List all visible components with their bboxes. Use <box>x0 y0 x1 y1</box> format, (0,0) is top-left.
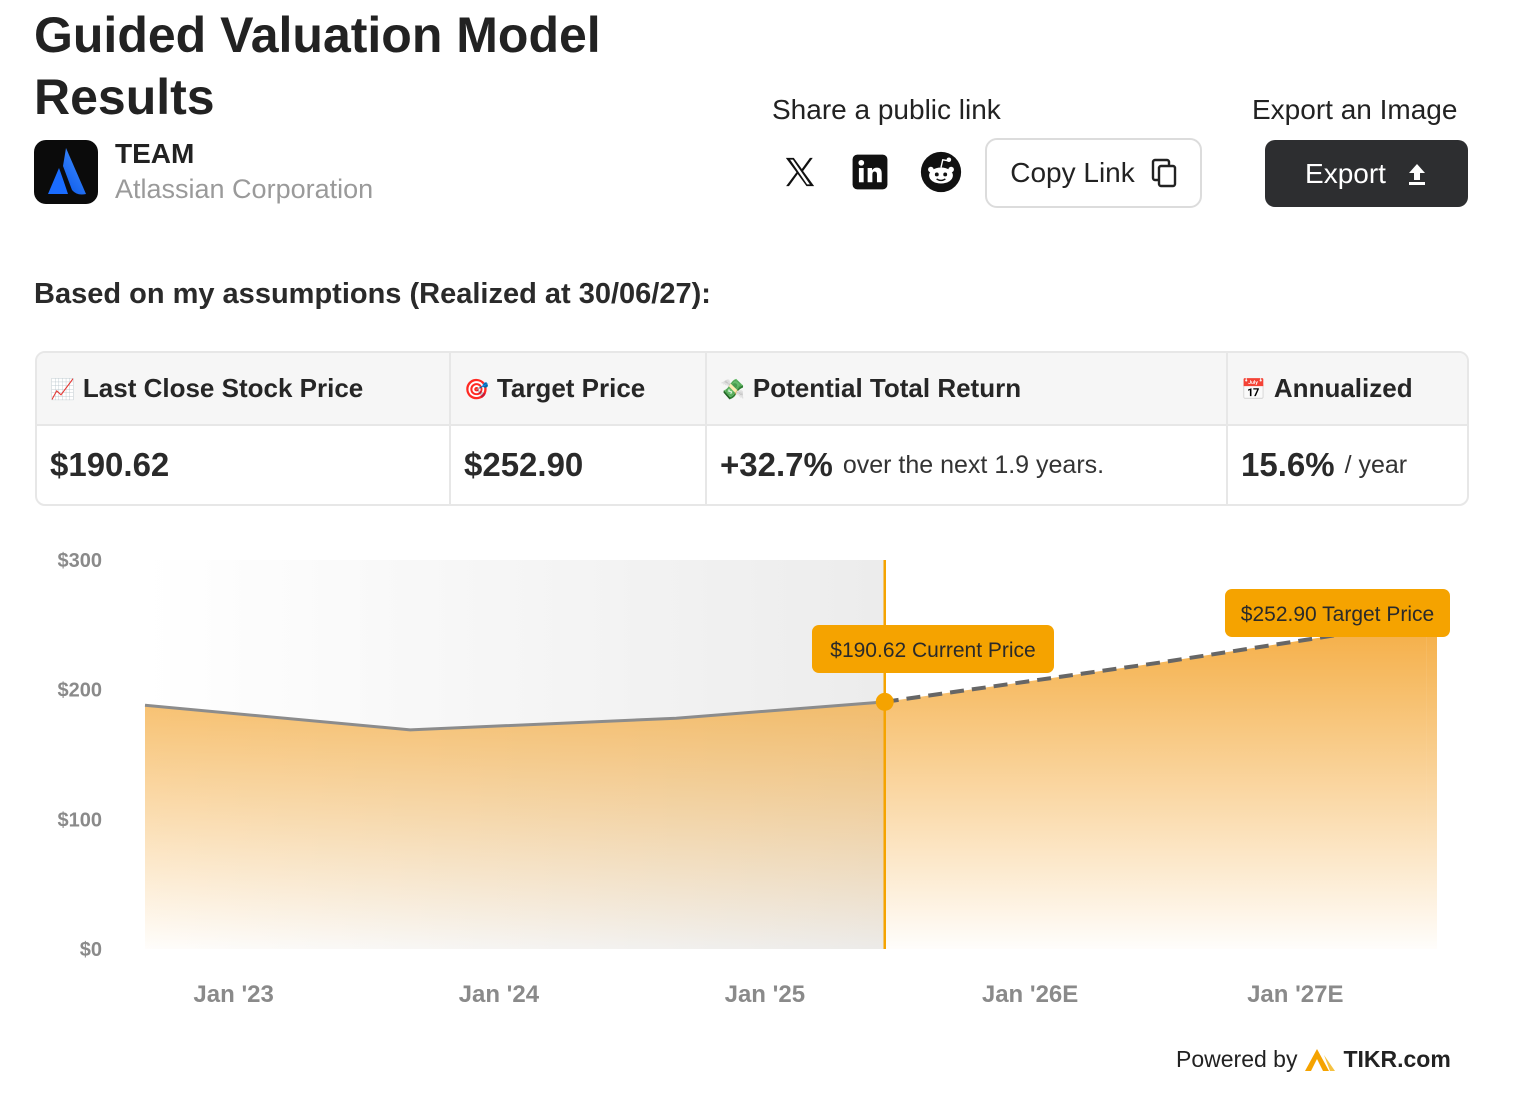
target-price-callout-label: $252.90 Target Price <box>1241 603 1434 626</box>
header-last-close: 📈 Last Close Stock Price <box>37 353 449 426</box>
cell-total-return: +32.7% over the next 1.9 years. <box>705 426 1226 504</box>
export-button[interactable]: Export <box>1265 140 1468 207</box>
x-icon[interactable] <box>778 150 822 194</box>
historical-price-line <box>144 700 885 732</box>
ticker-symbol: TEAM <box>115 138 195 169</box>
price-chart: $300 $200 $100 $0 Jan '23 Jan '24 Jan '25 Jan '… <box>58 550 1450 1008</box>
powered-by: Powered by TIKR.com <box>1176 1046 1451 1073</box>
copy-link-label: Copy Link <box>1010 157 1135 188</box>
header-label: Potential Total Return <box>752 373 1022 403</box>
cell-annualized: 15.6% / year <box>1226 426 1467 504</box>
annualized-value: 15.6% <box>1241 446 1335 483</box>
current-price-callout-box <box>812 625 1054 673</box>
projected-price-line <box>884 619 1427 704</box>
header-target-price: 🎯 Target Price <box>449 353 705 426</box>
target-price-callout-box <box>1225 589 1450 637</box>
export-button-label: Export <box>1305 157 1386 189</box>
price-area-fill-edge <box>1426 621 1437 949</box>
header-label: Last Close Stock Price <box>82 373 364 403</box>
return-suffix: over the next 1.9 years. <box>842 450 1105 479</box>
header-annualized: 📅 Annualized <box>1226 353 1467 426</box>
tikr-brand[interactable]: TIKR.com <box>1343 1046 1451 1072</box>
return-value: +32.7% <box>720 446 833 483</box>
y-tick-label: $0 <box>80 939 102 961</box>
header-label: Target Price <box>496 373 646 403</box>
chart-increasing-icon: 📈 <box>50 376 75 401</box>
share-label: Share a public link <box>772 94 1001 125</box>
atlassian-logo-icon <box>34 140 98 204</box>
calendar-icon: 📅 <box>1241 376 1266 401</box>
page-title: Guided Valuation Model Results <box>34 7 601 125</box>
copy-link-button[interactable]: Copy Link <box>985 138 1202 208</box>
x-tick-label: Jan '27E <box>1247 981 1343 1008</box>
last-close-value: $190.62 <box>50 446 170 483</box>
header-label: Annualized <box>1273 373 1413 403</box>
copy-icon <box>1151 158 1176 188</box>
powered-by-label: Powered by <box>1176 1046 1298 1072</box>
money-wings-icon: 💸 <box>720 376 745 401</box>
metrics-table: 📈 Last Close Stock Price 🎯 Target Price 💸 P… <box>35 351 1469 506</box>
current-price-callout-label: $190.62 Current Price <box>830 639 1035 662</box>
x-tick-label: Jan '24 <box>459 981 540 1008</box>
y-tick-label: $100 <box>58 809 103 831</box>
header-total-return: 💸 Potential Total Return <box>705 353 1226 426</box>
upload-icon <box>1408 163 1425 185</box>
target-price-value: $252.90 <box>464 446 584 483</box>
current-price-marker <box>875 692 894 711</box>
company-name: Atlassian Corporation <box>115 174 374 204</box>
assumptions-heading: Based on my assumptions (Realized at 30/… <box>34 278 711 310</box>
annualized-suffix: / year <box>1344 450 1408 479</box>
x-tick-label: Jan '25 <box>725 981 805 1008</box>
y-tick-label: $200 <box>58 680 103 702</box>
cell-last-close: $190.62 <box>37 426 449 504</box>
x-tick-label: Jan '26E <box>982 981 1078 1008</box>
price-area-fill <box>145 621 1427 949</box>
export-label: Export an Image <box>1252 94 1458 125</box>
target-icon: 🎯 <box>464 376 489 401</box>
reddit-icon[interactable] <box>919 150 963 194</box>
tikr-logo-icon <box>1305 1048 1336 1071</box>
linkedin-icon[interactable] <box>848 150 892 194</box>
cell-target-price: $252.90 <box>449 426 705 504</box>
company-info: TEAM Atlassian Corporation <box>34 137 373 207</box>
y-tick-label: $300 <box>58 550 103 572</box>
x-tick-label: Jan '23 <box>193 981 273 1008</box>
